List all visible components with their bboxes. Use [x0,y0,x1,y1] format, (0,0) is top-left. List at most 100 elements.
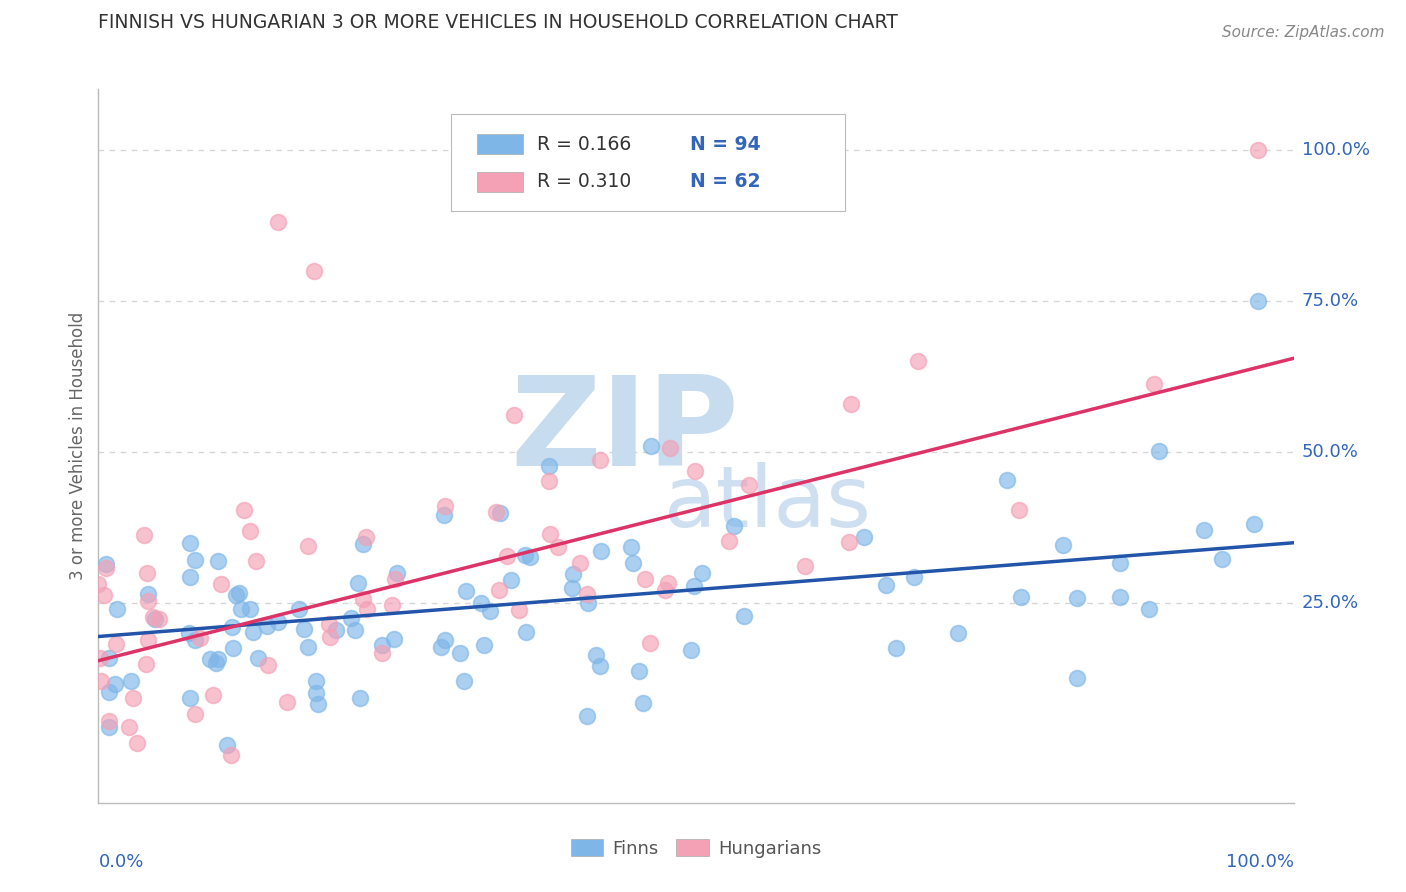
Point [256,619,278,633]
Point [343,623,366,637]
Point [142,609,165,624]
Point [219,747,242,762]
Point [184,633,207,648]
Point [339,611,361,625]
Point [488,582,510,597]
Point [472,639,495,653]
Point [576,586,599,600]
Point [201,688,224,702]
Point [569,556,592,570]
Point [453,673,475,688]
Point [94,558,117,572]
Point [179,569,201,583]
Point [222,640,245,655]
Point [513,548,536,562]
Point [125,735,148,749]
Point [561,581,583,595]
Point [228,585,250,599]
Point [690,566,713,580]
Point [907,354,929,368]
Point [1066,671,1088,685]
Point [105,637,128,651]
Point [380,599,402,613]
Point [257,657,280,672]
Point [98,685,121,699]
Point [589,543,612,558]
Point [838,534,860,549]
Point [634,572,657,586]
Text: ZIP: ZIP [510,371,738,492]
Point [90,674,112,689]
Text: 100.0%: 100.0% [1226,853,1294,871]
Point [233,503,256,517]
Point [138,633,160,648]
Point [288,602,311,616]
Point [384,572,406,586]
Point [903,570,925,584]
Point [1147,444,1170,458]
Point [683,579,706,593]
Point [179,536,201,550]
Point [143,612,166,626]
Point [132,528,155,542]
Point [657,576,679,591]
Point [319,630,342,644]
Point [349,690,371,705]
Point [503,408,526,422]
Point [103,677,125,691]
Point [93,588,115,602]
Point [135,566,157,581]
Point [136,594,159,608]
Text: 100.0%: 100.0% [1302,141,1369,159]
Point [98,714,121,728]
Point [508,603,530,617]
Point [98,720,121,734]
Point [485,505,508,519]
Point [105,602,128,616]
Point [1109,557,1132,571]
Point [207,554,229,568]
Point [995,473,1018,487]
Point [489,506,512,520]
Point [387,566,409,581]
Point [723,519,745,533]
Point [352,537,374,551]
Point [318,616,340,631]
Point [547,541,569,555]
Point [685,464,707,478]
Text: 50.0%: 50.0% [1302,443,1358,461]
Point [325,624,347,638]
Point [793,559,815,574]
Point [875,578,897,592]
Point [589,659,612,673]
Point [449,646,471,660]
Point [1143,376,1166,391]
Point [946,626,969,640]
Text: N = 94: N = 94 [690,135,761,153]
Point [538,475,561,489]
Point [717,533,740,548]
Point [519,550,541,565]
Point [841,397,863,411]
Point [246,650,269,665]
Point [1137,602,1160,616]
Point [589,453,612,467]
Point [1052,538,1074,552]
Text: 75.0%: 75.0% [1302,292,1360,310]
Point [562,566,585,581]
Point [121,690,143,705]
Point [354,530,377,544]
Point [638,636,661,650]
Point [433,499,456,513]
FancyBboxPatch shape [477,172,523,192]
Y-axis label: 3 or more Vehicles in Household: 3 or more Vehicles in Household [69,312,87,580]
Point [585,648,607,663]
Point [148,612,170,626]
Text: 0.0%: 0.0% [98,853,143,871]
Point [654,582,676,597]
Point [738,478,761,492]
Point [225,588,247,602]
Point [245,554,267,568]
Point [659,441,682,455]
Point [276,695,298,709]
